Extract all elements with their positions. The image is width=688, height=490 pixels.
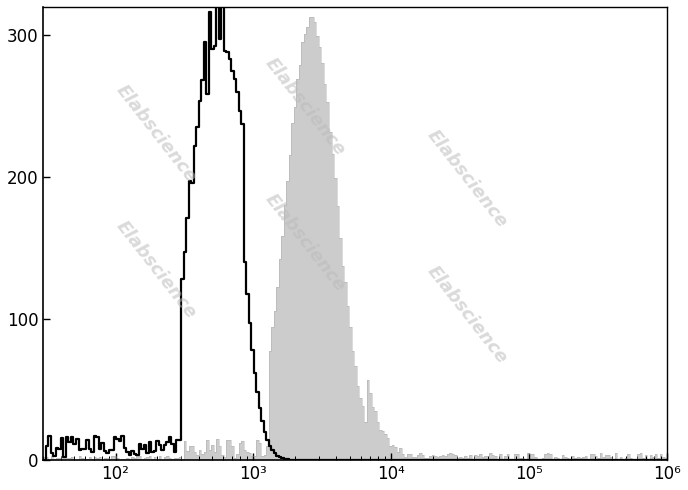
Text: Elabscience: Elabscience <box>424 127 511 232</box>
Text: Elabscience: Elabscience <box>261 54 349 159</box>
Text: Elabscience: Elabscience <box>424 263 511 368</box>
Text: Elabscience: Elabscience <box>112 81 200 186</box>
Text: Elabscience: Elabscience <box>261 190 349 295</box>
Text: Elabscience: Elabscience <box>112 218 200 322</box>
